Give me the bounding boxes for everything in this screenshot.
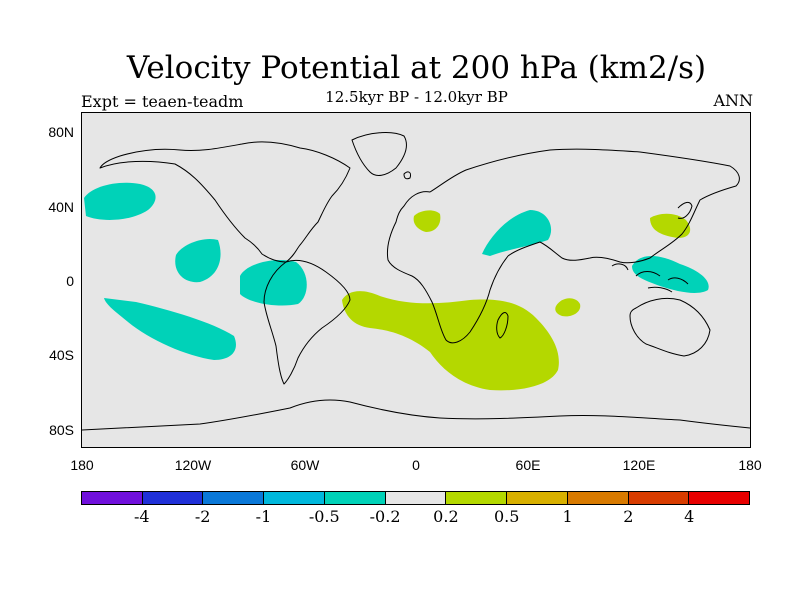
indonesia-coast — [611, 263, 689, 293]
colorbar-label: 1 — [562, 507, 573, 526]
eurasia-africa-coast — [387, 148, 740, 344]
positive-region-south-atlantic-indian — [342, 291, 559, 391]
colorbar-label: 4 — [684, 507, 695, 526]
negative-region-east-pacific — [175, 238, 221, 283]
colorbar-swatch-8 — [567, 491, 629, 505]
lon-label-60e: 60E — [515, 457, 541, 473]
uk-coast — [403, 171, 411, 180]
colorbar-label: 0.2 — [433, 507, 459, 526]
colorbar-swatch-1 — [142, 491, 204, 505]
negative-region-amazon — [240, 259, 307, 306]
colorbar-label: -0.5 — [308, 507, 340, 526]
experiment-label: Expt = teaen-teadm — [81, 92, 244, 111]
south-america-coast — [263, 259, 351, 385]
colorbar-swatch-3 — [264, 491, 325, 505]
colorbar-swatch-6 — [446, 491, 508, 505]
colorbar-swatch-10 — [689, 491, 751, 505]
colorbar-swatch-9 — [628, 491, 690, 505]
lon-label-60w: 60W — [290, 457, 320, 473]
colorbar — [81, 491, 751, 505]
colorbar-label: -2 — [194, 507, 211, 526]
australia-coast — [629, 297, 711, 357]
negative-region-maritime-continent — [632, 256, 709, 293]
positive-region-east-asia — [650, 213, 691, 238]
japan-coast — [677, 201, 693, 219]
positive-anomaly-regions — [342, 210, 691, 391]
map-title: Velocity Potential at 200 hPa (km2/s) — [126, 50, 707, 86]
colorbar-label: 0.5 — [493, 507, 520, 526]
colorbar-label: -4 — [134, 507, 150, 526]
greenland-coast — [351, 132, 407, 176]
positive-region-central-indian — [555, 298, 581, 317]
coastlines — [82, 132, 750, 431]
lon-label-120e: 120E — [622, 457, 656, 473]
positive-region-north-africa — [413, 210, 441, 232]
lon-label-0: 0 — [412, 457, 420, 473]
colorbar-label: 2 — [623, 507, 634, 526]
colorbar-swatch-2 — [203, 491, 265, 505]
colorbar-swatch-5 — [385, 491, 447, 505]
colorbar-swatch-7 — [507, 491, 568, 505]
lat-label-80s: 80S — [49, 422, 74, 438]
colorbar-label: -1 — [255, 507, 272, 526]
negative-region-north-pacific — [84, 182, 156, 220]
antarctica-coast — [82, 399, 750, 431]
colorbar-label: -0.2 — [369, 507, 401, 526]
lat-label-80n: 80N — [48, 124, 74, 140]
lat-label-40n: 40N — [48, 199, 74, 215]
lat-label-equator: 0 — [66, 273, 74, 289]
north-america-coast — [99, 141, 351, 263]
time-range-subtitle: 12.5kyr BP - 12.0kyr BP — [325, 88, 508, 106]
colorbar-swatch-0 — [81, 491, 143, 505]
negative-region-south-pacific — [104, 298, 236, 360]
lat-label-40s: 40S — [49, 347, 74, 363]
season-label: ANN — [713, 91, 753, 110]
madagascar-coast — [496, 312, 509, 339]
negative-region-arabia — [482, 210, 552, 256]
lon-label-120w: 120W — [174, 457, 212, 473]
negative-anomaly-regions — [84, 182, 709, 360]
map-panel — [81, 112, 751, 448]
lon-label-180w: 180 — [70, 457, 94, 473]
colorbar-swatch-4 — [324, 491, 386, 505]
lon-label-180e: 180 — [738, 457, 762, 473]
